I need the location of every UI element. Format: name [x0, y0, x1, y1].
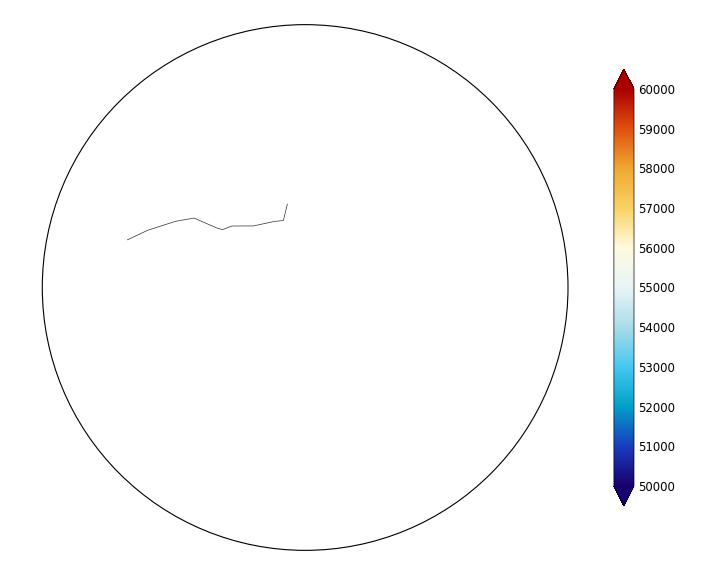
- Point: [299, 283, 311, 292]
- Point: [299, 283, 311, 292]
- Point: [299, 283, 311, 292]
- Point: [299, 283, 311, 292]
- Point: [299, 283, 311, 292]
- Point: [299, 283, 311, 292]
- Point: [299, 283, 311, 292]
- Point: [299, 283, 311, 292]
- Point: [299, 283, 311, 292]
- Point: [299, 283, 311, 292]
- Point: [299, 283, 311, 292]
- Point: [299, 283, 311, 292]
- Point: [299, 283, 311, 292]
- Point: [299, 283, 311, 292]
- Point: [299, 283, 311, 292]
- Point: [299, 283, 311, 292]
- Point: [299, 283, 311, 292]
- Point: [299, 283, 311, 292]
- Point: [299, 283, 311, 292]
- Point: [299, 283, 311, 292]
- Point: [299, 283, 311, 292]
- Point: [299, 283, 311, 292]
- Point: [299, 283, 311, 292]
- Point: [299, 283, 311, 292]
- Point: [299, 283, 311, 292]
- PathPatch shape: [614, 486, 634, 506]
- Point: [299, 283, 311, 292]
- PathPatch shape: [614, 69, 634, 89]
- Point: [299, 283, 311, 292]
- Point: [299, 283, 311, 292]
- Point: [299, 283, 311, 292]
- Point: [299, 283, 311, 292]
- Point: [299, 283, 311, 292]
- Point: [299, 283, 311, 292]
- Point: [299, 283, 311, 292]
- Point: [299, 283, 311, 292]
- Point: [299, 283, 311, 292]
- Point: [299, 283, 311, 292]
- Point: [299, 283, 311, 292]
- Point: [299, 283, 311, 292]
- Point: [299, 283, 311, 292]
- Point: [299, 283, 311, 292]
- Point: [299, 283, 311, 292]
- Point: [299, 283, 311, 292]
- Point: [299, 283, 311, 292]
- Point: [299, 283, 311, 292]
- Point: [299, 283, 311, 292]
- Point: [299, 283, 311, 292]
- Point: [299, 283, 311, 292]
- Point: [299, 283, 311, 292]
- Point: [299, 283, 311, 292]
- Point: [299, 283, 311, 292]
- Point: [299, 283, 311, 292]
- Point: [299, 283, 311, 292]
- Point: [299, 283, 311, 292]
- Point: [299, 283, 311, 292]
- Point: [299, 283, 311, 292]
- Point: [299, 283, 311, 292]
- Point: [299, 283, 311, 292]
- Point: [299, 283, 311, 292]
- Point: [299, 283, 311, 292]
- Point: [299, 283, 311, 292]
- Point: [299, 283, 311, 292]
- Point: [299, 283, 311, 292]
